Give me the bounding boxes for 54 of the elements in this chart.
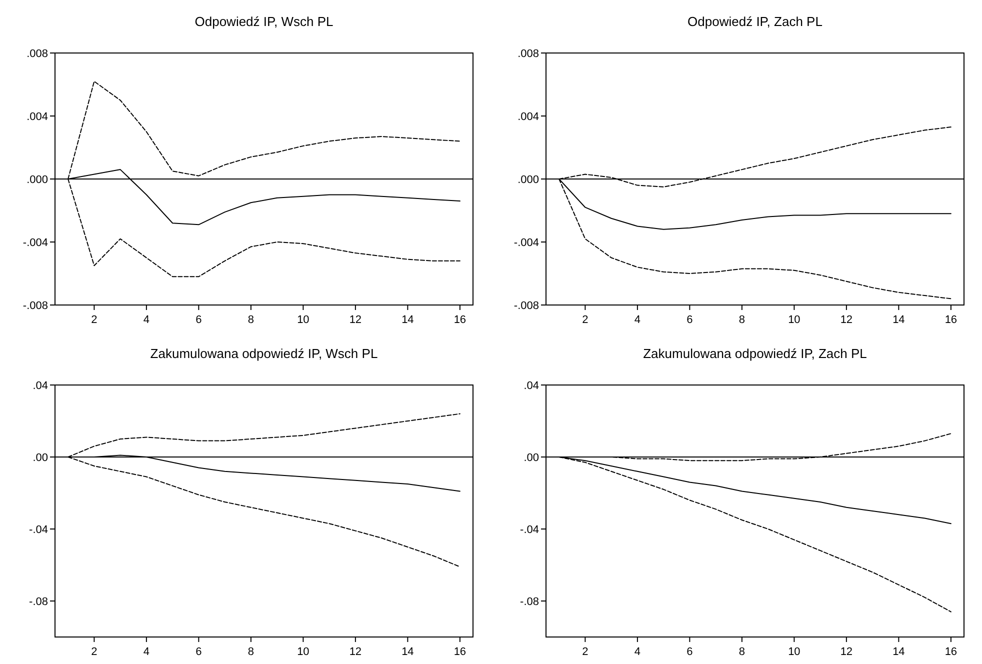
- y-tick-label: .000: [518, 174, 539, 186]
- y-tick-label: -.004: [514, 236, 539, 249]
- x-tick-label: 2: [91, 646, 98, 658]
- x-tick-label: 2: [582, 646, 588, 658]
- x-tick-label: 16: [944, 646, 958, 658]
- y-tick-label: .008: [518, 48, 539, 60]
- y-tick-label: .04: [32, 380, 48, 392]
- x-tick-label: 2: [91, 314, 98, 326]
- y-tick-label: -.004: [22, 236, 48, 249]
- y-tick-label: -.008: [22, 300, 48, 312]
- chart-title: Odpowiedź IP, Wsch PL: [194, 14, 334, 29]
- y-tick-label: .004: [518, 110, 539, 123]
- x-tick-label: 2: [582, 314, 588, 326]
- y-tick-label: -.04: [29, 524, 48, 536]
- x-tick-label: 14: [892, 646, 905, 658]
- chart-title: Zakumulowana odpowiedź IP, Zach PL: [643, 346, 867, 361]
- x-tick-label: 14: [892, 314, 905, 326]
- y-tick-label: .004: [26, 110, 48, 123]
- x-tick-label: 8: [738, 314, 745, 326]
- x-tick-label: 16: [454, 646, 466, 658]
- x-tick-label: 10: [297, 314, 310, 326]
- x-tick-label: 10: [788, 314, 800, 326]
- x-tick-label: 10: [788, 646, 800, 658]
- x-tick-label: 6: [686, 646, 693, 658]
- x-tick-label: 12: [349, 314, 362, 326]
- y-tick-label: .008: [26, 48, 48, 60]
- y-tick-label: -.04: [520, 524, 539, 536]
- chart-title: Zakumulowana odpowiedź IP, Wsch PL: [150, 346, 378, 361]
- x-tick-label: 6: [196, 646, 202, 658]
- x-tick-label: 8: [248, 646, 254, 658]
- y-tick-label: .00: [32, 452, 48, 464]
- x-tick-label: 8: [738, 646, 745, 658]
- x-tick-label: 4: [634, 646, 640, 658]
- x-tick-label: 16: [944, 314, 958, 326]
- chart-title: Odpowiedź IP, Zach PL: [688, 14, 822, 29]
- y-tick-label: -.08: [29, 596, 48, 608]
- x-tick-label: 6: [196, 314, 202, 326]
- x-tick-label: 14: [402, 314, 414, 326]
- x-tick-label: 14: [402, 646, 414, 658]
- x-tick-label: 6: [686, 314, 693, 326]
- y-tick-label: .000: [26, 174, 48, 186]
- y-tick-label: .00: [524, 452, 539, 464]
- y-tick-label: .04: [524, 380, 539, 392]
- x-tick-label: 10: [297, 646, 310, 658]
- x-tick-label: 4: [143, 646, 150, 658]
- y-tick-label: -.008: [514, 300, 539, 312]
- x-tick-label: 12: [840, 646, 853, 658]
- x-tick-label: 8: [248, 314, 254, 326]
- x-tick-label: 12: [349, 646, 362, 658]
- x-tick-label: 12: [840, 314, 853, 326]
- x-tick-label: 4: [634, 314, 640, 326]
- y-tick-label: -.08: [520, 596, 539, 608]
- x-tick-label: 16: [454, 314, 466, 326]
- x-tick-label: 4: [143, 314, 150, 326]
